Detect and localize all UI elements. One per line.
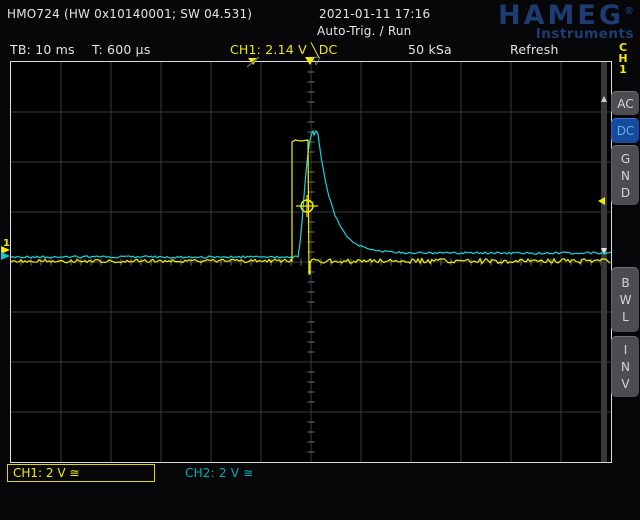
invert-button[interactable]: I N V [611, 336, 639, 397]
logo-brand: HAMEG [498, 0, 624, 31]
channel-menu-title: C H 1 [618, 41, 628, 76]
waveform-svg [11, 62, 611, 462]
hameg-logo: HAMEG® Instruments [498, 2, 634, 42]
coupling-dc-button[interactable]: DC [611, 118, 639, 143]
coupling-gnd-button[interactable]: G N D [611, 145, 639, 205]
timebase-readout: TB: 10 ms [10, 42, 75, 57]
registered-mark: ® [624, 6, 634, 17]
ch1-position-marker-icon[interactable] [1, 246, 10, 254]
ch1-status-label: CH1: 2 V ≅ [13, 466, 80, 480]
device-info: HMO724 (HW 0x10140001; SW 04.531) [7, 7, 253, 21]
sample-rate-readout: 50 kSa [408, 42, 452, 57]
graticule [10, 61, 612, 463]
trigger-level-readout: CH1: 2.14 V ╲DC [230, 42, 338, 57]
ch2-status-label[interactable]: CH2: 2 V ≅ [185, 466, 254, 480]
acquisition-mode-readout: Refresh [510, 42, 559, 57]
bandwidth-limit-button[interactable]: B W L [611, 267, 639, 332]
ch1-position-number: 1 [3, 238, 10, 249]
coupling-ac-button[interactable]: AC [611, 91, 639, 115]
datetime: 2021-01-11 17:16 [319, 7, 431, 21]
trigger-position-ghost-icon: ▽ [312, 54, 321, 67]
logo-subtitle: Instruments [535, 26, 634, 42]
trigger-time-readout: T: 600 µs [92, 42, 151, 57]
trigger-slope-icon [246, 53, 261, 72]
ch1-status-box[interactable]: CH1: 2 V ≅ [7, 464, 155, 482]
trigger-status: Auto-Trig. / Run [317, 24, 412, 38]
ch2-position-marker-icon[interactable] [1, 252, 10, 260]
trigger-position-marker-icon[interactable] [305, 57, 315, 65]
